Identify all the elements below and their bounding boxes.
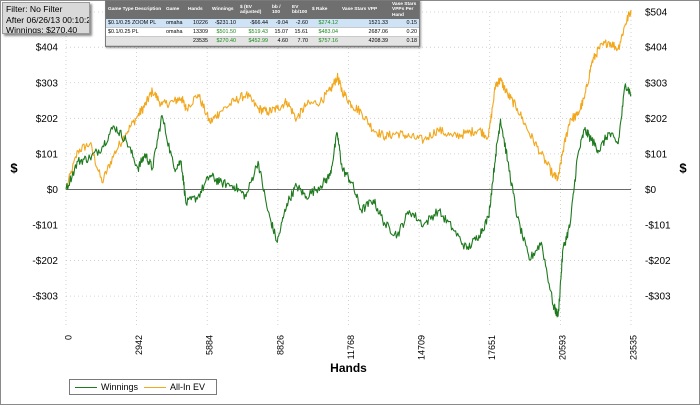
y-tick-label-left: -$101 bbox=[32, 221, 58, 232]
stats-header-cell[interactable]: Vase Stars VPPs Per Hand bbox=[390, 1, 419, 19]
x-tick-label: 20593 bbox=[558, 335, 568, 360]
stats-cell-winnings: $270.40 bbox=[210, 36, 238, 46]
x-tick-label: 11768 bbox=[346, 335, 356, 359]
stats-cell-game: omaha bbox=[164, 27, 186, 37]
y-axis-title-right: $ bbox=[679, 161, 687, 176]
chart-legend: Winnings All-In EV bbox=[69, 379, 217, 395]
filter-text: Filter: No Filter bbox=[6, 4, 63, 14]
y-tick-label-right: $504 bbox=[645, 8, 668, 19]
stats-cell-desc: $0.1/0.25 ZOOM PL bbox=[106, 19, 164, 28]
stats-table: Game Type Description Game Hands Winnings $ … bbox=[105, 0, 420, 47]
x-tick-label: 2942 bbox=[134, 335, 144, 355]
y-tick-label-right: $202 bbox=[645, 114, 668, 125]
y-tick-label-left: $101 bbox=[36, 149, 59, 160]
winnings-swatch bbox=[75, 387, 97, 389]
x-tick-label: 23535 bbox=[628, 335, 638, 360]
stats-cell-ev: $452.99 bbox=[238, 36, 270, 46]
stats-cell-evbb: 7.70 bbox=[290, 36, 310, 46]
stats-header-cell[interactable]: Winnings bbox=[210, 1, 238, 19]
x-tick-label: 17651 bbox=[487, 335, 497, 360]
y-tick-label-left: $0 bbox=[47, 185, 59, 196]
y-tick-label-left: $404 bbox=[36, 43, 59, 54]
x-tick-label: 5884 bbox=[205, 335, 215, 355]
stats-cell-vpp: 4208.39 bbox=[340, 36, 390, 46]
y-tick-label-right: -$101 bbox=[645, 221, 671, 232]
stats-cell-vpp: 2687.06 bbox=[340, 27, 390, 37]
stats-cell-vpph: 0.18 bbox=[390, 36, 419, 46]
legend-label-winnings: Winnings bbox=[101, 382, 139, 392]
x-tick-label: 8826 bbox=[275, 335, 285, 355]
y-tick-label-right: $303 bbox=[645, 78, 668, 89]
stats-cell-desc bbox=[106, 36, 164, 46]
y-tick-label-left: -$202 bbox=[32, 256, 58, 267]
stats-cell-rake: $757.16 bbox=[310, 36, 340, 46]
stats-row[interactable]: $0.1/0.25 ZOOM PL omaha 10226 -$231.10 -$66.… bbox=[106, 19, 419, 28]
stats-header-cell[interactable]: $ (EV adjusted) bbox=[238, 1, 270, 19]
y-tick-label-right: $101 bbox=[645, 149, 668, 160]
stats-cell-game: omaha bbox=[164, 19, 186, 28]
stats-cell-ev: -$66.44 bbox=[238, 19, 270, 28]
stats-cell-winnings: -$231.10 bbox=[210, 19, 238, 28]
y-tick-label-left: $202 bbox=[36, 114, 59, 125]
stats-cell-hands: 13309 bbox=[186, 27, 210, 37]
y-tick-label-left: -$303 bbox=[32, 292, 58, 303]
stats-header-cell[interactable]: Vase Stars VPP bbox=[340, 1, 390, 19]
stats-header-cell[interactable]: $ Rake bbox=[310, 1, 340, 19]
stats-cell-rake: $483.04 bbox=[310, 27, 340, 37]
stats-header-cell[interactable]: Game Type Description bbox=[106, 1, 164, 19]
filter-info-box: Filter: No Filter After 06/26/13 00:10:2… bbox=[2, 2, 90, 34]
stats-cell-game bbox=[164, 36, 186, 46]
after-date-text: After 06/26/13 00:10:23 bbox=[6, 14, 90, 25]
y-axis-title-left: $ bbox=[10, 161, 18, 176]
stats-header-cell[interactable]: Game bbox=[164, 1, 186, 19]
legend-label-allin-ev: All-In EV bbox=[170, 382, 206, 392]
stats-cell-ev: $519.43 bbox=[238, 27, 270, 37]
allin-ev-swatch bbox=[144, 387, 166, 389]
y-tick-label-right: $404 bbox=[645, 43, 668, 54]
stats-cell-evbb: -2.60 bbox=[290, 19, 310, 28]
allin-ev-series-line bbox=[65, 9, 632, 190]
stats-cell-hands: 23535 bbox=[186, 36, 210, 46]
stats-header-row: Game Type Description Game Hands Winnings $ … bbox=[106, 1, 419, 19]
stats-header-cell[interactable]: bb / 100 bbox=[270, 1, 290, 19]
stats-cell-rake: $274.12 bbox=[310, 19, 340, 28]
stats-cell-hands: 10226 bbox=[186, 19, 210, 28]
stats-cell-bb: 4.60 bbox=[270, 36, 290, 46]
stats-cell-bb: -9.04 bbox=[270, 19, 290, 28]
x-tick-label: 14709 bbox=[416, 335, 426, 360]
x-axis-title: Hands bbox=[330, 361, 367, 375]
stats-row[interactable]: $0.1/0.25 PL omaha 13309 $501.50 $519.43 15.0… bbox=[106, 27, 419, 37]
x-tick-label: 0 bbox=[63, 335, 73, 340]
y-tick-label-left: $303 bbox=[36, 78, 59, 89]
stats-cell-evbb: 15.61 bbox=[290, 27, 310, 37]
winnings-summary-text: Winnings: $270.40 bbox=[6, 25, 78, 34]
y-tick-label-right: $0 bbox=[645, 185, 657, 196]
stats-cell-desc: $0.1/0.25 PL bbox=[106, 27, 164, 37]
legend-item-winnings[interactable]: Winnings bbox=[75, 382, 138, 393]
winnings-series-line bbox=[65, 83, 632, 318]
stats-cell-winnings: $501.50 bbox=[210, 27, 238, 37]
legend-item-allin-ev[interactable]: All-In EV bbox=[144, 382, 205, 393]
stats-cell-vpp: 1521.33 bbox=[340, 19, 390, 28]
stats-cell-bb: 15.07 bbox=[270, 27, 290, 37]
stats-total-row: 23535 $270.40 $452.99 4.60 7.70 $757.16 4208.3… bbox=[106, 36, 419, 46]
stats-header-cell[interactable]: Hands bbox=[186, 1, 210, 19]
stats-header-cell[interactable]: EV bb/100 bbox=[290, 1, 310, 19]
y-tick-label-right: -$303 bbox=[645, 292, 671, 303]
y-tick-label-right: -$202 bbox=[645, 256, 671, 267]
stats-cell-vpph: 0.15 bbox=[390, 19, 419, 28]
stats-cell-vpph: 0.20 bbox=[390, 27, 419, 37]
